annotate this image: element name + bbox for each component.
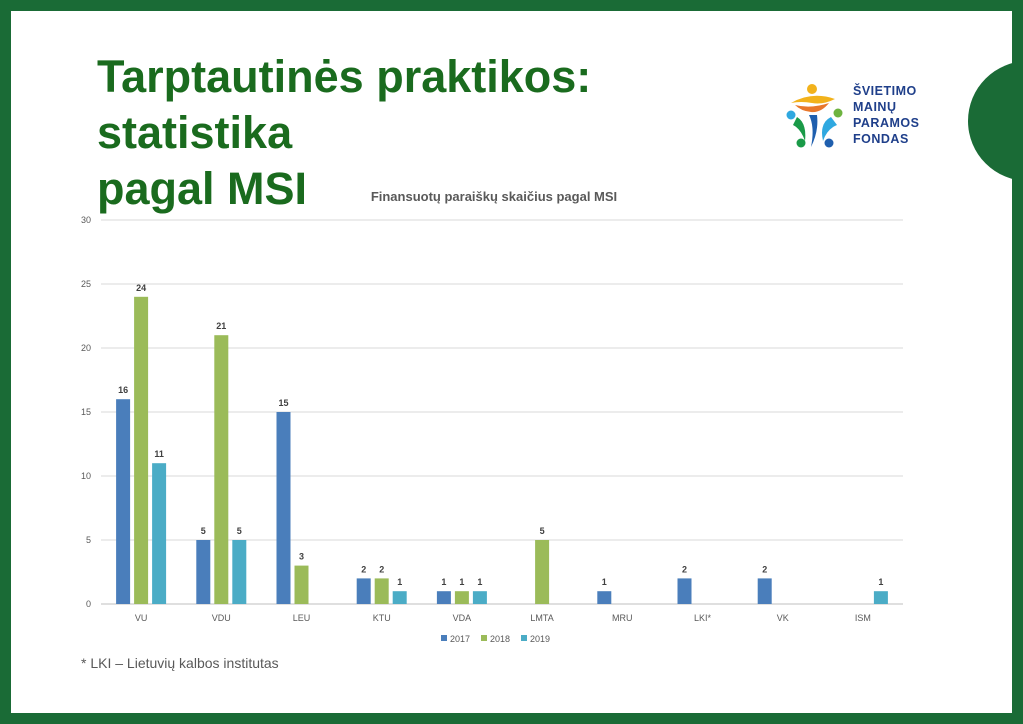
bar-2017-VDU xyxy=(196,540,211,604)
data-label: 1 xyxy=(477,577,482,587)
logo-text: ŠVIETIMO MAINŲ PARAMOS FONDAS xyxy=(853,83,919,147)
slide-title-line2: pagal MSI xyxy=(97,163,308,214)
bar-2017-LEU xyxy=(276,412,291,604)
data-label: 2 xyxy=(682,564,687,574)
logo-line: MAINŲ xyxy=(853,100,897,114)
bar-2018-LEU xyxy=(294,565,309,604)
bar-2019-VU xyxy=(152,463,167,604)
logo-line: FONDAS xyxy=(853,132,909,146)
y-tick-label: 30 xyxy=(81,215,91,225)
bar-2018-KTU xyxy=(374,578,389,604)
data-label: 2 xyxy=(379,564,384,574)
bar-2019-ISM xyxy=(873,591,888,604)
x-tick-label: LKI* xyxy=(694,613,712,623)
slide: Tarptautinės praktikos: statistika pagal… xyxy=(11,11,1012,713)
people-figures-logo-icon xyxy=(786,84,843,148)
bar-2017-LKI* xyxy=(677,578,692,604)
y-tick-label: 10 xyxy=(81,471,91,481)
x-tick-label: VK xyxy=(777,613,789,623)
bar-2018-VDA xyxy=(454,591,469,604)
data-label: 2 xyxy=(762,564,767,574)
data-label: 15 xyxy=(278,398,288,408)
bar-2019-VDA xyxy=(472,591,487,604)
data-label: 24 xyxy=(136,283,146,293)
logo-line: ŠVIETIMO xyxy=(853,84,917,98)
slide-title: Tarptautinės praktikos: statistika pagal… xyxy=(97,49,777,217)
legend-label-2019: 2019 xyxy=(530,634,550,644)
y-tick-label: 5 xyxy=(86,535,91,545)
x-tick-label: VDU xyxy=(212,613,231,623)
x-tick-label: MRU xyxy=(612,613,633,623)
legend-swatch-2018 xyxy=(481,635,487,641)
data-label: 3 xyxy=(299,552,304,562)
x-tick-label: LEU xyxy=(293,613,311,623)
data-label: 1 xyxy=(878,577,883,587)
data-label: 1 xyxy=(602,577,607,587)
data-label: 21 xyxy=(216,321,226,331)
bar-2018-LMTA xyxy=(535,540,550,604)
slide-title-line1: Tarptautinės praktikos: statistika xyxy=(97,51,592,158)
logo-line: PARAMOS xyxy=(853,116,920,130)
legend-label-2018: 2018 xyxy=(490,634,510,644)
bar-2017-VDA xyxy=(436,591,451,604)
x-tick-label: ISM xyxy=(855,613,871,623)
legend-swatch-2017 xyxy=(441,635,447,641)
bar-2018-VDU xyxy=(214,335,229,604)
logo: ŠVIETIMO MAINŲ PARAMOS FONDAS xyxy=(781,81,931,161)
bar-2017-VU xyxy=(116,399,131,604)
x-tick-label: VU xyxy=(135,613,148,623)
y-tick-label: 25 xyxy=(81,279,91,289)
x-tick-label: LMTA xyxy=(530,613,553,623)
legend-swatch-2019 xyxy=(521,635,527,641)
chart-title: Finansuotų paraiškų skaičius pagal MSI xyxy=(371,189,617,204)
x-tick-label: KTU xyxy=(373,613,391,623)
bar-2019-VDU xyxy=(232,540,247,604)
footnote: * LKI – Lietuvių kalbos institutas xyxy=(81,655,279,671)
y-tick-label: 0 xyxy=(86,599,91,609)
x-tick-label: VDA xyxy=(453,613,472,623)
data-label: 11 xyxy=(154,449,164,459)
bar-2017-VK xyxy=(757,578,772,604)
y-tick-label: 20 xyxy=(81,343,91,353)
data-label: 5 xyxy=(540,526,545,536)
data-label: 2 xyxy=(361,564,366,574)
bar-2019-KTU xyxy=(392,591,407,604)
bar-2018-VU xyxy=(134,296,149,604)
bar-2017-KTU xyxy=(356,578,371,604)
bar-2017-MRU xyxy=(597,591,612,604)
decorative-circle xyxy=(968,61,1012,181)
data-label: 5 xyxy=(201,526,206,536)
data-label: 5 xyxy=(237,526,242,536)
y-tick-label: 15 xyxy=(81,407,91,417)
data-label: 1 xyxy=(459,577,464,587)
data-label: 1 xyxy=(441,577,446,587)
data-label: 16 xyxy=(118,385,128,395)
legend-label-2017: 2017 xyxy=(450,634,470,644)
bar-chart: Finansuotų paraiškų skaičius pagal MSI 0… xyxy=(81,189,903,644)
data-label: 1 xyxy=(397,577,402,587)
